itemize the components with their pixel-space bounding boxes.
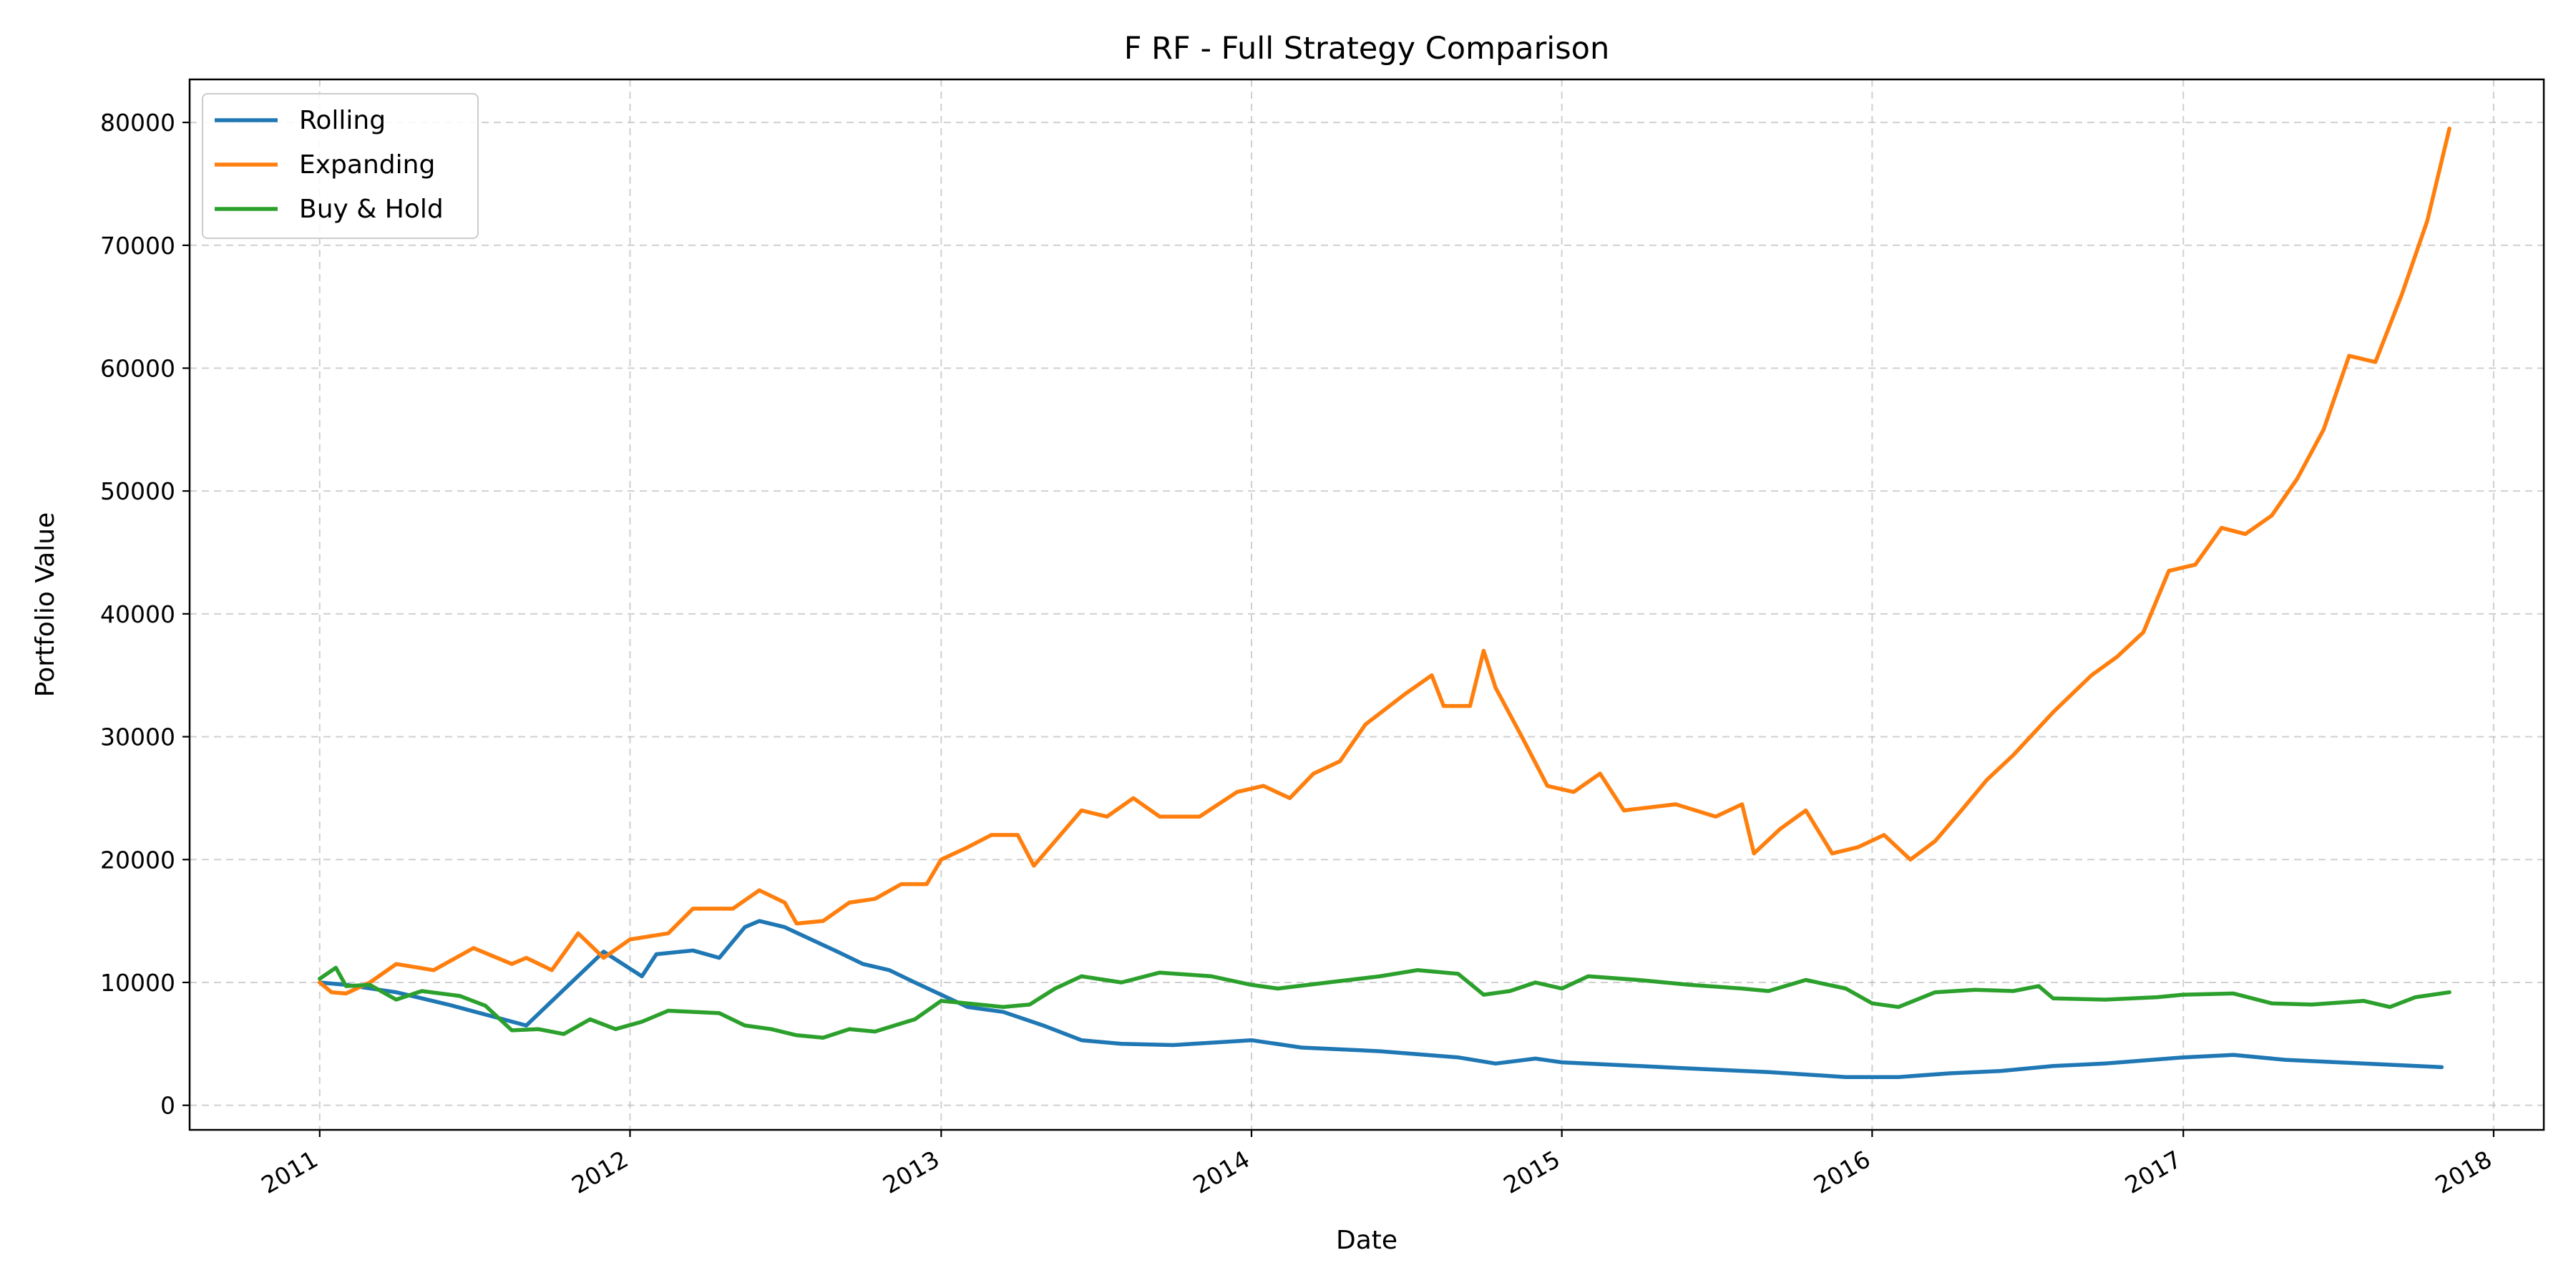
y-axis-title: Portfolio Value	[31, 512, 60, 697]
series-lines	[318, 126, 2451, 1079]
y-tick-label: 30000	[100, 723, 175, 751]
legend-label: Expanding	[299, 150, 435, 180]
series-line-2	[318, 965, 2451, 1040]
y-tick-label: 60000	[100, 354, 175, 382]
y-tick-label: 40000	[100, 600, 175, 628]
legend-box	[202, 93, 479, 239]
series-line-0	[318, 919, 2444, 1079]
x-axis-title: Date	[1336, 1226, 1397, 1255]
chart-title: F RF - Full Strategy Comparison	[1124, 31, 1609, 67]
y-tick-label: 70000	[100, 232, 175, 260]
y-tick-label: 10000	[100, 969, 175, 997]
legend-label: Buy & Hold	[299, 195, 444, 224]
legend-label: Rolling	[299, 106, 386, 135]
y-axis-ticks: 0 10000 20000 30000 40000 50000 60000 70000 8000…	[100, 109, 190, 1120]
y-tick-label: 80000	[100, 109, 175, 137]
y-tick-label: 0	[160, 1092, 175, 1120]
plot-frame	[188, 78, 2545, 1131]
grid	[190, 79, 2544, 1130]
series-line-1	[318, 126, 2451, 996]
y-tick-label: 20000	[100, 846, 175, 874]
y-tick-label: 50000	[100, 477, 175, 505]
legend: Rolling Expanding Buy & Hold	[202, 93, 479, 239]
